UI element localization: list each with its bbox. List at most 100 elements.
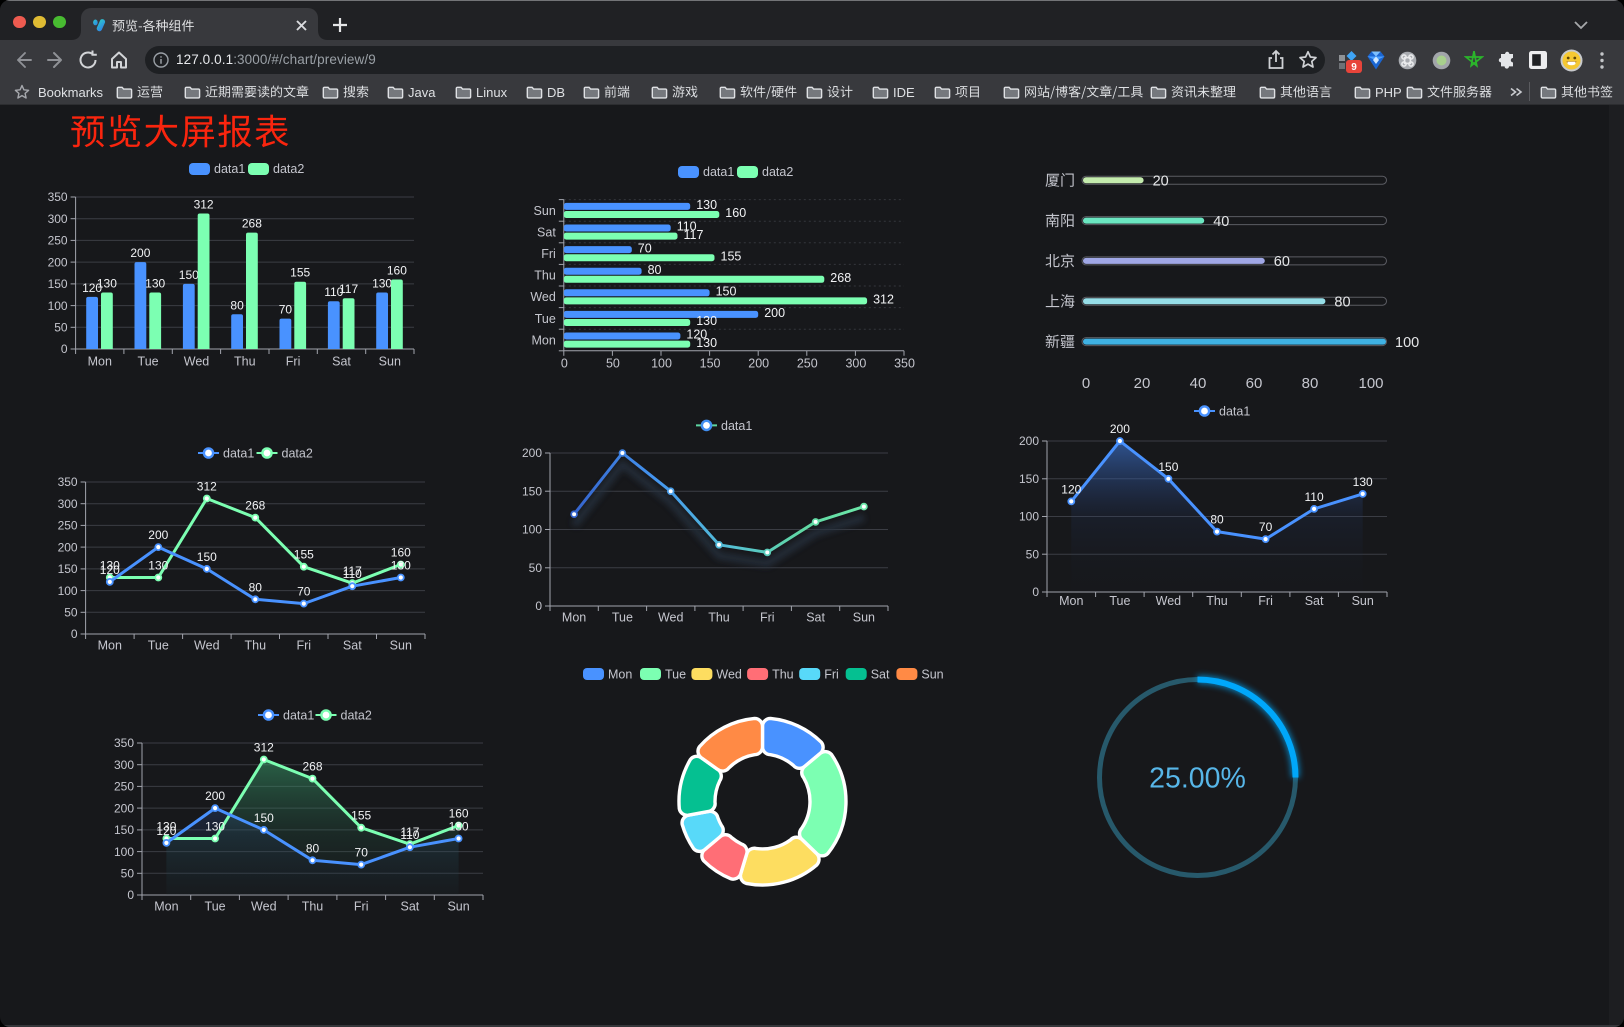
svg-text:70: 70	[1259, 520, 1273, 534]
svg-text:312: 312	[194, 198, 214, 212]
svg-text:data2: data2	[341, 708, 372, 722]
svg-text:268: 268	[245, 499, 265, 513]
svg-text:Tue: Tue	[138, 355, 159, 369]
svg-text:160: 160	[449, 807, 469, 821]
svg-text:data1: data1	[703, 165, 734, 179]
svg-text:Wed: Wed	[184, 355, 210, 369]
svg-text:312: 312	[254, 741, 274, 755]
svg-text:Sun: Sun	[390, 639, 412, 653]
svg-text:110: 110	[677, 220, 697, 234]
svg-text:0: 0	[561, 356, 568, 370]
svg-text:data1: data1	[1219, 404, 1250, 418]
svg-text:130: 130	[97, 277, 117, 291]
svg-text:40: 40	[1213, 214, 1229, 230]
svg-text:200: 200	[148, 528, 168, 542]
svg-text:Thu: Thu	[1206, 594, 1228, 608]
svg-text:312: 312	[197, 480, 217, 494]
svg-text:Mon: Mon	[154, 900, 178, 914]
svg-text:80: 80	[1210, 513, 1224, 527]
svg-text:200: 200	[130, 246, 150, 260]
svg-text:0: 0	[127, 888, 134, 902]
svg-text:80: 80	[648, 263, 662, 277]
svg-text:120: 120	[100, 563, 120, 577]
svg-text:160: 160	[725, 206, 746, 220]
svg-text:data2: data2	[762, 165, 793, 179]
svg-text:Mon: Mon	[1059, 594, 1083, 608]
svg-text:150: 150	[254, 811, 274, 825]
svg-text:Sun: Sun	[921, 667, 943, 681]
svg-text:312: 312	[873, 293, 894, 307]
svg-text:60: 60	[1274, 254, 1290, 270]
svg-text:200: 200	[58, 540, 78, 554]
svg-text:Mon: Mon	[531, 333, 555, 347]
svg-text:70: 70	[355, 846, 369, 860]
svg-text:Sat: Sat	[332, 355, 351, 369]
svg-text:Sun: Sun	[853, 611, 875, 625]
svg-text:Tue: Tue	[148, 639, 169, 653]
svg-text:Tue: Tue	[205, 900, 226, 914]
svg-text:Thu: Thu	[302, 900, 324, 914]
svg-text:120: 120	[686, 328, 707, 342]
svg-text:0: 0	[535, 599, 542, 613]
svg-text:100: 100	[522, 523, 542, 537]
svg-text:110: 110	[324, 285, 343, 299]
svg-text:Mon: Mon	[98, 639, 122, 653]
svg-text:117: 117	[400, 825, 419, 839]
svg-text:100: 100	[1019, 510, 1039, 524]
svg-text:data1: data1	[283, 708, 314, 722]
svg-text:70: 70	[638, 241, 652, 255]
svg-text:100: 100	[1358, 375, 1383, 392]
svg-text:150: 150	[1019, 472, 1039, 486]
svg-text:Fri: Fri	[354, 900, 369, 914]
svg-text:150: 150	[716, 285, 737, 299]
svg-text:300: 300	[845, 356, 866, 370]
svg-text:130: 130	[1353, 475, 1373, 489]
svg-text:Sat: Sat	[1305, 594, 1324, 608]
svg-text:Thu: Thu	[245, 639, 267, 653]
svg-text:80: 80	[306, 841, 320, 855]
svg-text:100: 100	[114, 845, 134, 859]
svg-text:250: 250	[58, 519, 78, 533]
svg-text:200: 200	[748, 356, 769, 370]
svg-text:Wed: Wed	[716, 667, 742, 681]
svg-text:100: 100	[48, 299, 68, 313]
svg-text:80: 80	[1334, 294, 1350, 310]
svg-text:Sat: Sat	[806, 611, 825, 625]
svg-text:110: 110	[1305, 490, 1324, 504]
svg-text:80: 80	[249, 580, 263, 594]
svg-text:160: 160	[391, 546, 411, 560]
svg-text:20: 20	[1134, 375, 1151, 392]
svg-text:200: 200	[764, 306, 785, 320]
svg-text:200: 200	[522, 446, 542, 460]
svg-text:Fri: Fri	[824, 667, 839, 681]
svg-text:150: 150	[700, 356, 721, 370]
svg-text:117: 117	[343, 564, 362, 578]
svg-text:150: 150	[114, 823, 134, 837]
svg-text:Sat: Sat	[343, 639, 362, 653]
svg-text:Mon: Mon	[562, 611, 586, 625]
svg-text:200: 200	[1019, 434, 1039, 448]
svg-text:40: 40	[1190, 375, 1207, 392]
svg-text:20: 20	[1153, 173, 1169, 189]
svg-text:117: 117	[339, 282, 358, 296]
svg-text:130: 130	[145, 277, 165, 291]
svg-text:120: 120	[82, 281, 102, 295]
svg-text:200: 200	[114, 801, 134, 815]
svg-text:Mon: Mon	[88, 355, 112, 369]
svg-text:70: 70	[297, 585, 311, 599]
svg-text:Tue: Tue	[535, 312, 556, 326]
svg-text:0: 0	[1082, 375, 1090, 392]
svg-text:110: 110	[343, 567, 362, 581]
svg-text:150: 150	[48, 277, 68, 291]
svg-text:Tue: Tue	[1109, 594, 1130, 608]
svg-text:120: 120	[156, 824, 176, 838]
svg-text:Thu: Thu	[234, 355, 256, 369]
svg-text:Thu: Thu	[708, 611, 730, 625]
svg-text:Fri: Fri	[297, 639, 312, 653]
svg-text:50: 50	[606, 356, 620, 370]
svg-text:130: 130	[148, 559, 168, 573]
svg-text:Fri: Fri	[760, 611, 775, 625]
svg-text:160: 160	[387, 264, 407, 278]
svg-text:110: 110	[400, 828, 419, 842]
svg-text:0: 0	[1032, 585, 1039, 599]
